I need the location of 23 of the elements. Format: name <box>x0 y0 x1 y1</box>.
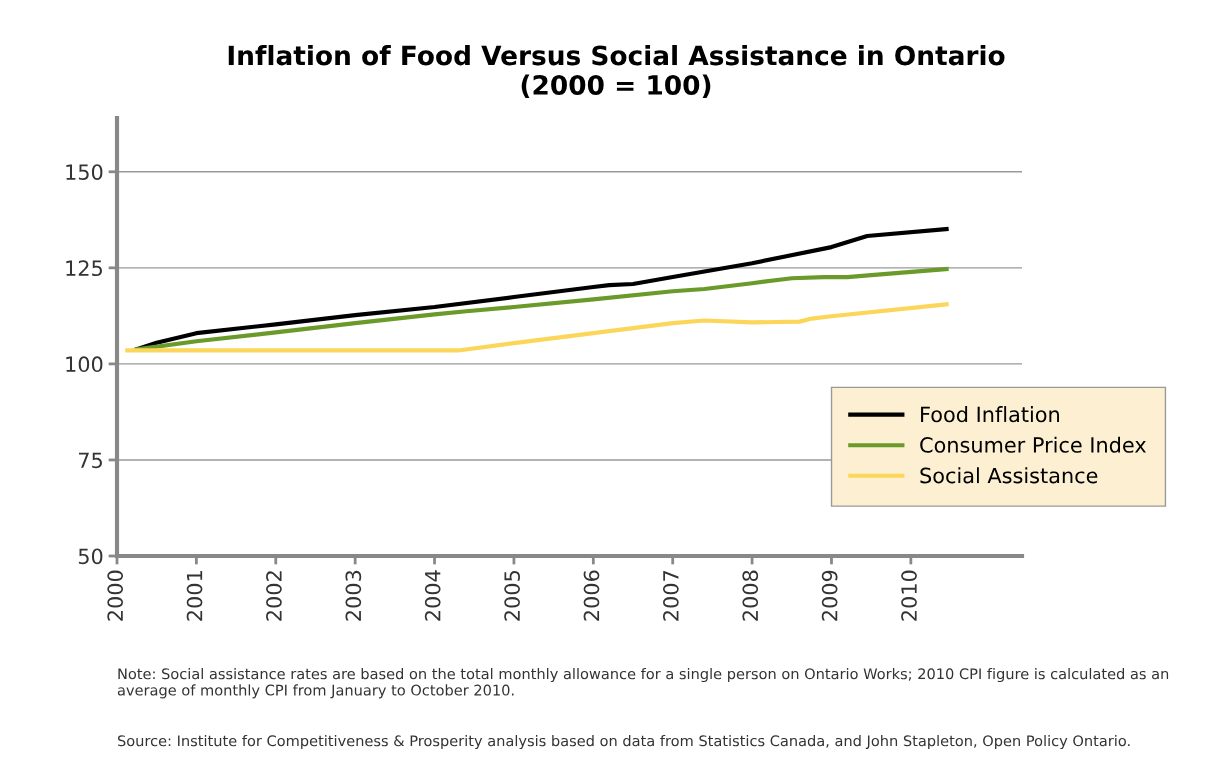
y-tick-label: 100 <box>66 356 103 373</box>
legend-label: Consumer Price Index <box>920 436 1146 453</box>
x-tick-label: 2009 <box>821 570 838 621</box>
x-tick-label: 2003 <box>345 570 362 621</box>
legend-label: Social Assistance <box>920 467 1098 484</box>
x-tick-label: 2010 <box>901 570 917 621</box>
chart-title: Inflation of Food Versus Social Assistance in Ontario (2000 = 100) <box>228 45 1005 99</box>
source-note: Source: Institute for Competitiveness & Prosperity analysis based on data from Statistics Canada, and John Stapleton, Open Policy Ontario. <box>117 735 1130 750</box>
legend-label: Food Inflation <box>921 406 1059 423</box>
text: Note: Social assistance rates are based on the total monthly allowance for a single person on Ontario Works; 2010 CPI figure is calculated as an average of monthly CPI from January to October 2010. <box>117 668 1169 699</box>
x-tick-label: 2001 <box>186 571 203 621</box>
x-tick-label: 2004 <box>424 570 441 621</box>
line-series <box>125 302 949 353</box>
x-tick-label: 2000 <box>107 570 124 621</box>
x-tick-label: 2005 <box>504 571 520 621</box>
y-tick-label: 50 <box>78 548 103 565</box>
x-tick-label: 2006 <box>583 570 600 621</box>
x-tick-label: 2007 <box>662 570 679 621</box>
x-tick-label: 2002 <box>266 571 282 621</box>
y-tick-label: 150 <box>66 164 103 180</box>
x-tick-label: 2008 <box>742 570 759 621</box>
y-tick-label: 75 <box>79 452 102 469</box>
y-tick-label: 125 <box>66 260 102 277</box>
